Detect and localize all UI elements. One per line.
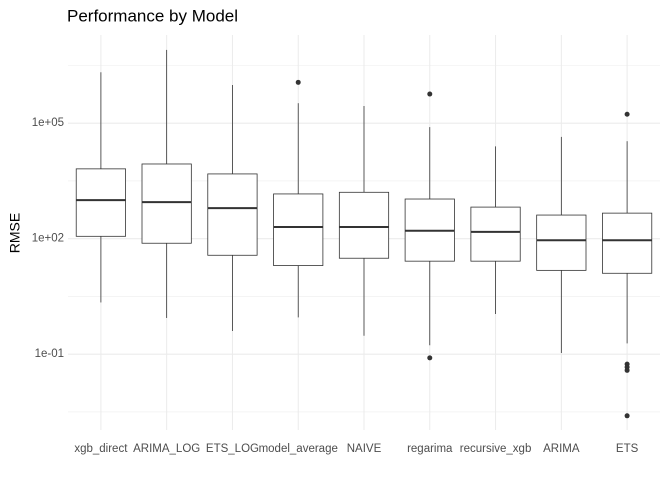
y-axis-label: RMSE bbox=[7, 213, 23, 253]
box bbox=[602, 212, 653, 274]
outlier bbox=[427, 91, 433, 97]
box bbox=[141, 163, 192, 244]
x-tick-label: regarima bbox=[407, 443, 453, 455]
x-tick-label: ETS_LOG bbox=[206, 443, 259, 455]
x-tick-label: ETS bbox=[616, 443, 639, 455]
box bbox=[273, 193, 324, 266]
x-tick-label: recursive_xgb bbox=[460, 443, 532, 455]
box bbox=[207, 173, 258, 256]
x-tick-label: ARIMA bbox=[543, 443, 580, 455]
box bbox=[470, 206, 521, 262]
outlier bbox=[295, 79, 301, 85]
y-tick-label: 1e+05 bbox=[32, 117, 64, 129]
y-tick-label: 1e+02 bbox=[32, 233, 64, 245]
x-tick-label: xgb_direct bbox=[74, 443, 128, 455]
outlier bbox=[624, 367, 630, 373]
y-tick-label: 1e-01 bbox=[35, 348, 64, 360]
box bbox=[338, 191, 390, 259]
x-tick-label: model_average bbox=[259, 443, 338, 455]
outlier bbox=[427, 355, 433, 361]
x-tick-label: NAIVE bbox=[347, 443, 382, 455]
box bbox=[536, 214, 587, 271]
chart-title: Performance by Model bbox=[67, 6, 238, 25]
box bbox=[75, 168, 126, 237]
outlier bbox=[624, 413, 630, 419]
outlier bbox=[624, 111, 630, 117]
x-tick-label: ARIMA_LOG bbox=[133, 443, 200, 455]
